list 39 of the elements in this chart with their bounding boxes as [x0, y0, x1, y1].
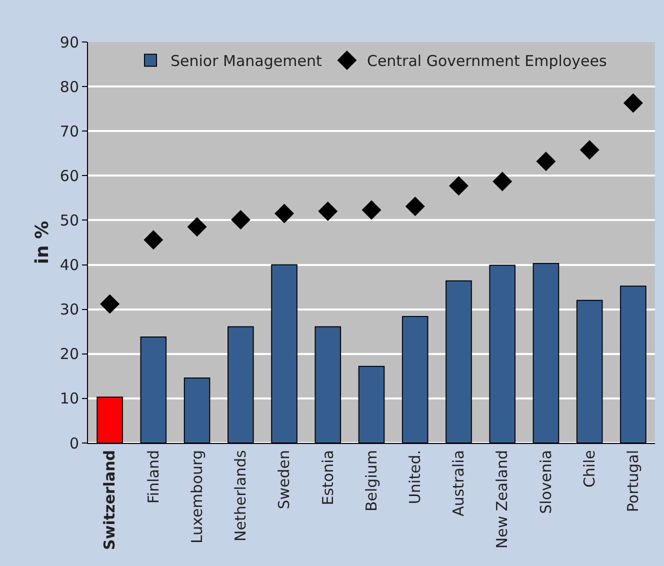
y-tick-label: 30 — [60, 300, 79, 319]
x-tick-label: Estonia — [318, 450, 337, 506]
y-tick-label: 40 — [60, 256, 79, 274]
x-tick-label: Portugal — [624, 450, 642, 512]
legend-label: Senior Management — [170, 52, 322, 70]
point — [536, 152, 556, 172]
legend-label: Central Government Employees — [366, 52, 607, 70]
x-tick-label: Slovenia — [536, 450, 555, 514]
y-tick-label: 10 — [60, 390, 79, 408]
y-tick-label: 60 — [60, 166, 79, 185]
point — [144, 230, 164, 250]
x-tick-label: Sweden — [275, 450, 294, 510]
point — [492, 172, 512, 192]
point — [187, 217, 207, 237]
x-tick-label: Chile — [580, 450, 598, 488]
point — [274, 204, 294, 224]
point — [448, 176, 468, 196]
x-tick-label: Australia — [450, 450, 468, 516]
x-tick-label: United. — [406, 450, 424, 504]
point — [362, 200, 382, 220]
x-tick-label: Luxembourg — [188, 450, 206, 544]
x-tick-label: Switzerland — [100, 450, 119, 550]
y-tick-label: 20 — [60, 345, 79, 364]
x-tick-label: Belgium — [362, 450, 380, 512]
y-axis-title: in % — [32, 220, 54, 264]
point — [580, 140, 600, 160]
y-tick-label: 90 — [60, 33, 79, 52]
y-tick-label: 70 — [60, 122, 79, 140]
x-tick-label: New Zealand — [493, 450, 512, 549]
y-tick-label: 50 — [60, 211, 79, 230]
point — [100, 294, 120, 314]
y-tick-label: 80 — [60, 78, 79, 96]
point — [405, 196, 425, 216]
y-tick-label: 0 — [69, 434, 79, 452]
point — [318, 202, 338, 222]
point — [230, 210, 250, 230]
point — [623, 93, 643, 113]
x-tick-label: Finland — [144, 450, 162, 504]
x-tick-label: Netherlands — [232, 450, 250, 542]
